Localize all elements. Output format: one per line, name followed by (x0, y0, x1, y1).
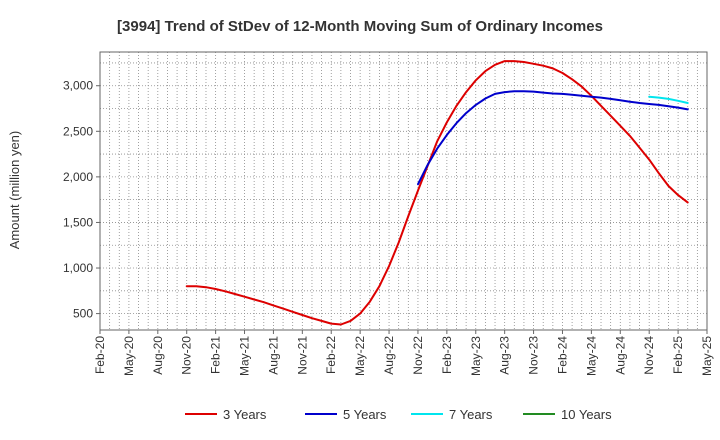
x-tick-label: Feb-25 (671, 336, 685, 374)
x-tick-label: Feb-23 (440, 336, 454, 374)
y-axis-label: Amount (million yen) (7, 131, 22, 250)
plot-area-frame (99, 51, 708, 331)
y-tick-label: 3,000 (63, 79, 93, 93)
gridlines (100, 52, 707, 330)
x-tick-label: Aug-22 (382, 336, 396, 375)
x-tick-label: May-20 (122, 336, 136, 376)
x-tick-label: May-23 (469, 336, 483, 376)
x-tick-label: Nov-22 (411, 336, 425, 375)
x-tick-label: May-25 (700, 336, 714, 376)
legend-label: 3 Years (223, 407, 267, 422)
series-line-3-years (185, 60, 689, 326)
x-tick-label: Feb-22 (324, 336, 338, 374)
x-tick-label: May-22 (353, 336, 367, 376)
x-tick-label: Nov-21 (295, 336, 309, 375)
x-axis-ticks: Feb-20 May-20 Aug-20 Nov-20 Feb-21 May-21 Aug-… (93, 330, 714, 376)
legend-item: 5 Years (305, 407, 387, 422)
y-tick-label: 1,500 (63, 215, 93, 229)
y-tick-label: 1,000 (63, 261, 93, 275)
y-tick-label: 2,000 (63, 170, 93, 184)
legend-item: 7 Years (411, 407, 493, 422)
y-axis-ticks: 500 1,000 1,500 2,000 2,500 3,000 (63, 79, 100, 321)
x-tick-label: Nov-20 (180, 336, 194, 375)
x-tick-label: Aug-21 (266, 336, 280, 375)
legend: 3 Years 5 Years 7 Years 10 Years (185, 407, 612, 422)
x-tick-label: Feb-21 (209, 336, 223, 374)
legend-item: 3 Years (185, 407, 267, 422)
y-tick-label: 500 (73, 307, 93, 321)
x-tick-label: Nov-24 (642, 336, 656, 375)
x-tick-label: Feb-20 (93, 336, 107, 374)
x-tick-label: Feb-24 (555, 336, 569, 374)
x-tick-label: Aug-23 (498, 336, 512, 375)
x-tick-label: Nov-23 (527, 336, 541, 375)
x-tick-label: May-21 (238, 336, 252, 376)
y-tick-label: 2,500 (63, 124, 93, 138)
legend-item: 10 Years (523, 407, 612, 422)
x-tick-label: Aug-24 (613, 336, 627, 375)
series-line-5-years (417, 90, 689, 186)
x-tick-label: Aug-20 (151, 336, 165, 375)
legend-label: 7 Years (449, 407, 493, 422)
series-line-7-years (648, 95, 689, 104)
x-tick-label: May-24 (584, 336, 598, 376)
legend-label: 5 Years (343, 407, 387, 422)
series-lines (185, 60, 689, 326)
chart-title: [3994] Trend of StDev of 12-Month Moving… (117, 18, 603, 35)
legend-label: 10 Years (561, 407, 612, 422)
